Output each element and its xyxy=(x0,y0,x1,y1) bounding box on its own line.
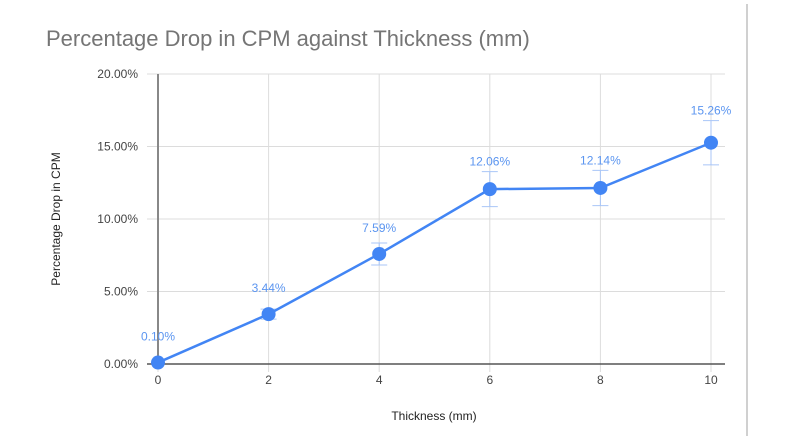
data-label: 3.44% xyxy=(252,281,286,295)
data-point[interactable] xyxy=(151,355,165,370)
x-tick-label: 4 xyxy=(376,373,383,387)
data-point[interactable] xyxy=(261,307,276,322)
axes xyxy=(147,74,725,365)
data-label: 7.59% xyxy=(362,221,396,235)
x-tick-label: 0 xyxy=(155,373,162,387)
data-label: 12.06% xyxy=(469,155,510,169)
y-tick-label: 5.00% xyxy=(104,285,138,299)
x-tick-label: 10 xyxy=(704,373,718,387)
gridlines xyxy=(147,73,725,372)
y-tick-label: 20.00% xyxy=(97,67,138,81)
data-points xyxy=(151,135,718,370)
data-point[interactable] xyxy=(482,182,497,197)
data-label: 15.26% xyxy=(691,104,732,118)
x-axis-label: Thickness (mm) xyxy=(391,409,476,423)
y-tick-label: 10.00% xyxy=(97,212,138,226)
x-tick-label: 8 xyxy=(597,373,604,387)
data-label: 0.10% xyxy=(141,330,175,344)
data-labels: 0.10% 3.44% 7.59% 12.06% 12.14% 15.26% xyxy=(141,104,732,344)
tick-labels: 0.00% 5.00% 10.00% 15.00% 20.00% 0 2 4 6 8 10 xyxy=(97,67,718,387)
data-point[interactable] xyxy=(593,180,608,195)
chart-title: Percentage Drop in CPM against Thickness… xyxy=(46,26,530,51)
data-point[interactable] xyxy=(704,135,718,150)
y-tick-label: 0.00% xyxy=(104,357,138,371)
x-tick-label: 6 xyxy=(486,373,493,387)
series-line xyxy=(157,141,712,364)
data-point[interactable] xyxy=(372,246,387,261)
y-tick-label: 15.00% xyxy=(97,140,138,154)
data-label: 12.14% xyxy=(580,153,621,167)
panel-divider xyxy=(746,4,748,436)
y-axis-label: Percentage Drop in CPM xyxy=(49,152,63,285)
x-tick-label: 2 xyxy=(265,373,272,387)
